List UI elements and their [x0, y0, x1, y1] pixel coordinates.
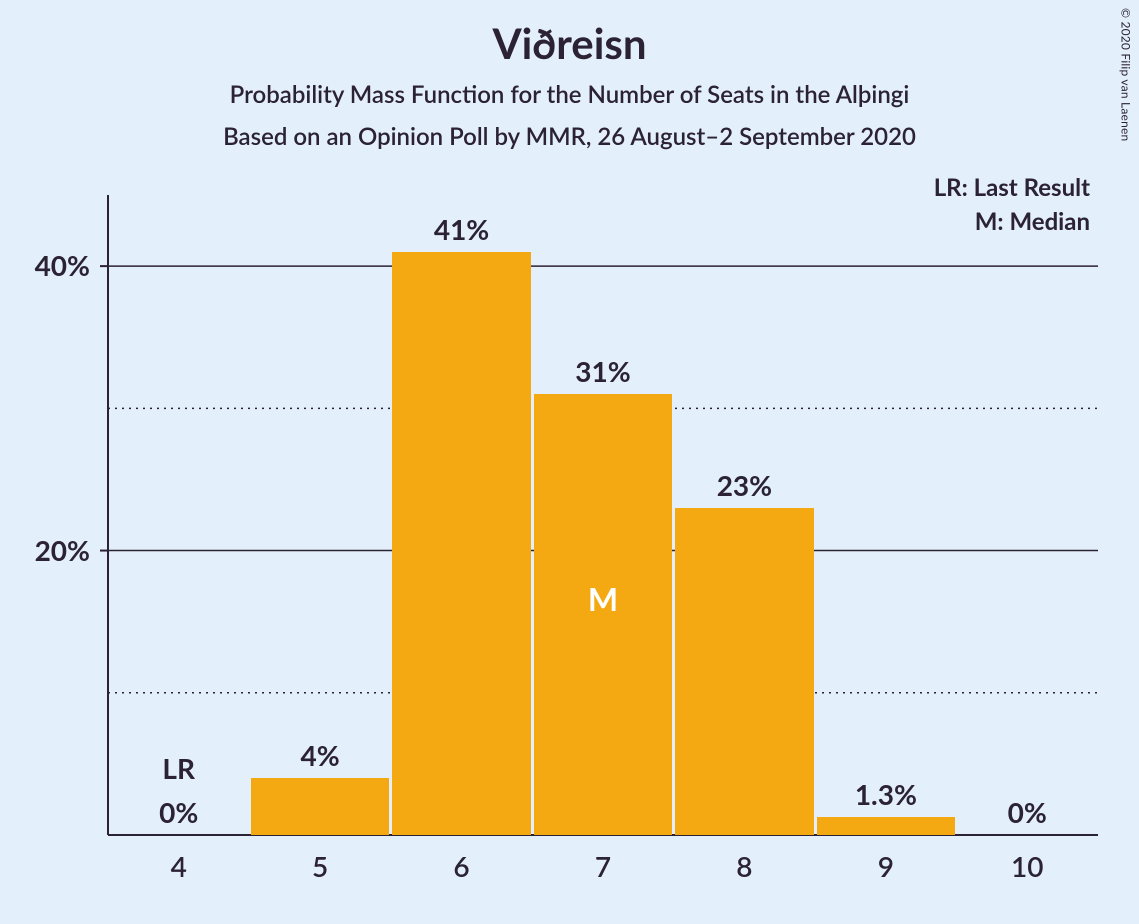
bar-value-label: 31%: [532, 354, 673, 388]
bar: [392, 252, 531, 835]
x-tick-label: 9: [815, 849, 956, 883]
x-tick-label: 8: [674, 849, 815, 883]
legend-last-result: LR: Last Result: [934, 173, 1090, 202]
x-tick-label: 5: [249, 849, 390, 883]
bar-value-label: 0%: [108, 795, 249, 829]
last-result-marker: LR: [108, 751, 249, 785]
chart-title: Viðreisn: [0, 18, 1139, 68]
bar: [251, 778, 390, 835]
legend-median: M: Median: [975, 207, 1090, 236]
chart-subtitle-1: Probability Mass Function for the Number…: [0, 80, 1139, 109]
x-tick-label: 6: [391, 849, 532, 883]
plot-area: 0%LR4%41%31%M23%1.3%0% 45678910: [108, 195, 1098, 835]
bar-value-label: 4%: [249, 738, 390, 772]
bar: [817, 817, 956, 835]
bar-value-label: 23%: [674, 468, 815, 502]
chart-subtitle-2: Based on an Opinion Poll by MMR, 26 Augu…: [0, 122, 1139, 151]
x-tick-label: 7: [532, 849, 673, 883]
bar-value-label: 1.3%: [815, 777, 956, 811]
y-tick-label: 40%: [0, 248, 90, 282]
x-tick-label: 10: [957, 849, 1098, 883]
bar: [675, 508, 814, 835]
median-marker: M: [532, 579, 673, 618]
bar-value-label: 0%: [957, 795, 1098, 829]
bar-value-label: 41%: [391, 212, 532, 246]
x-tick-label: 4: [108, 849, 249, 883]
y-tick-label: 20%: [0, 533, 90, 567]
